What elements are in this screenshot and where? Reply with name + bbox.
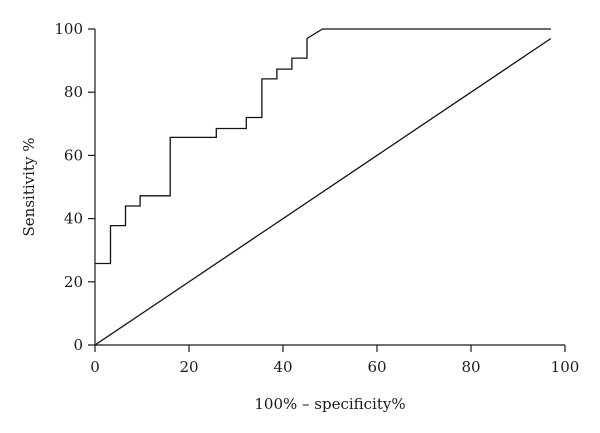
axes (94, 29, 565, 346)
x-tick-label: 60 (367, 358, 386, 376)
x-axis-title: 100% – specificity% (254, 395, 405, 413)
y-tick-label: 60 (64, 146, 83, 164)
x-tick-label: 0 (90, 358, 100, 376)
y-tick-label: 20 (64, 273, 83, 291)
x-tick-label: 80 (461, 358, 480, 376)
y-tick-label: 80 (64, 83, 83, 101)
reference-diagonal-line (94, 37, 552, 346)
y-tick-label: 100 (54, 20, 83, 38)
roc-curve-line (95, 28, 551, 265)
x-tick-label: 40 (273, 358, 292, 376)
y-tick-label: 0 (73, 336, 83, 354)
x-tick-label: 20 (179, 358, 198, 376)
ticks: 0 20 40 60 80 100 0 20 40 60 80 100 (54, 20, 579, 376)
plot-area (94, 28, 552, 346)
y-axis-title: Sensitivity % (20, 138, 38, 237)
y-tick-label: 40 (64, 210, 83, 228)
x-tick-label: 100 (551, 358, 580, 376)
